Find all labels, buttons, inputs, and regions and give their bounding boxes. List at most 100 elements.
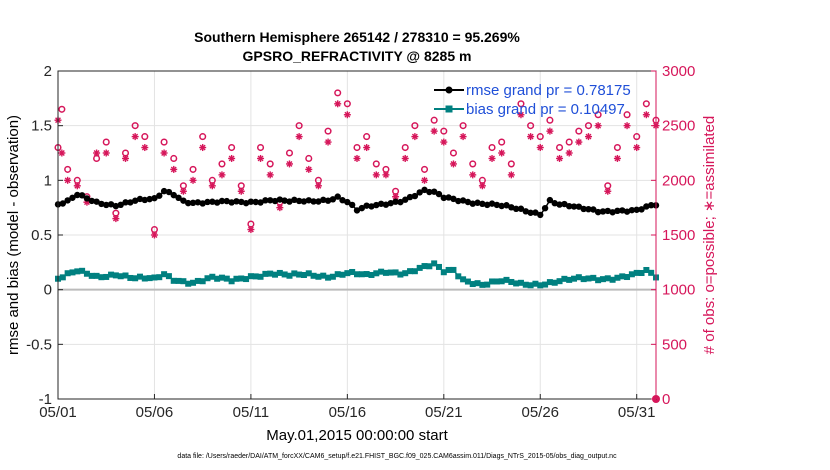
- assimilated-obs-point: [421, 176, 429, 184]
- bias-point: [469, 281, 476, 288]
- bias-point: [161, 271, 168, 278]
- possible-obs-point: [430, 116, 438, 124]
- rmse-point: [604, 207, 611, 215]
- assimilated-obs-point: [305, 165, 313, 173]
- rmse-point: [532, 209, 539, 216]
- rmse-point: [353, 207, 361, 214]
- rmse-point: [141, 196, 149, 204]
- asterisk-stroke: [498, 150, 505, 156]
- rmse-point: [194, 199, 202, 206]
- asterisk-stroke: [585, 133, 592, 140]
- bias-point: [624, 274, 631, 281]
- assimilated-obs-point: [208, 182, 216, 190]
- asterisk-stroke: [296, 133, 303, 140]
- bias-point: [373, 270, 380, 277]
- bias-point: [368, 271, 375, 278]
- possible-obs-point: [363, 133, 371, 141]
- assimilated-obs-point: [122, 154, 130, 162]
- possible-obs-point: [546, 116, 554, 124]
- rmse-point: [493, 201, 501, 209]
- bias-point: [83, 270, 90, 277]
- rmse-point: [488, 200, 496, 207]
- possible-obs-point: [401, 143, 409, 152]
- bias-point: [542, 281, 549, 288]
- assimilated-obs-point: [363, 144, 371, 152]
- bias-point: [136, 273, 143, 280]
- rmse-point: [180, 197, 187, 204]
- bias-point: [165, 273, 172, 280]
- asterisk-stroke: [392, 193, 399, 200]
- bias-point: [151, 274, 158, 281]
- rmse-point: [339, 197, 346, 204]
- rmse-point: [146, 195, 153, 203]
- possible-obs-point: [372, 160, 380, 168]
- assimilated-obs-point: [189, 176, 197, 184]
- bias-point: [199, 278, 206, 285]
- bias-point: [218, 274, 225, 281]
- bias-point: [74, 268, 81, 275]
- bias-point: [387, 269, 394, 276]
- asterisk-stroke: [64, 177, 71, 184]
- bias-point: [64, 270, 71, 277]
- rmse-point: [64, 197, 71, 204]
- rmse-point: [575, 203, 583, 210]
- rmse-point: [421, 186, 428, 194]
- rmse-point: [430, 188, 438, 195]
- bias-point: [190, 279, 197, 286]
- possible-obs-point: [642, 100, 650, 108]
- rmse-point: [98, 200, 105, 208]
- asterisk-stroke: [614, 155, 621, 162]
- assimilated-obs-point: [527, 133, 535, 141]
- assimilated-obs-point: [613, 154, 621, 162]
- rmse-point: [623, 208, 631, 215]
- x-tick-label: 05/11: [233, 404, 269, 421]
- bias-point: [286, 272, 293, 279]
- asterisk-stroke: [633, 144, 640, 151]
- legend-rmse-label: rmse grand pr = 0.78175: [466, 82, 631, 99]
- assimilated-obs-point: [314, 182, 322, 190]
- assimilated-obs-point: [228, 154, 236, 162]
- bias-point: [223, 275, 230, 282]
- rmse-point: [320, 196, 327, 204]
- possible-obs-point: [343, 100, 351, 108]
- bias-point: [59, 274, 66, 281]
- bias-point: [305, 270, 312, 277]
- rmse-point: [585, 205, 592, 213]
- asterisk-stroke: [276, 204, 283, 211]
- possible-obs-point: [334, 89, 342, 97]
- rmse-point: [416, 189, 423, 196]
- assimilated-obs-point: [517, 111, 525, 119]
- assimilated-obs-point: [594, 122, 602, 130]
- assimilated-obs-point: [372, 171, 380, 179]
- rmse-point: [570, 203, 578, 210]
- rmse-point: [78, 192, 86, 199]
- assimilated-obs-point: [179, 187, 187, 195]
- bias-point: [498, 278, 505, 285]
- rmse-point: [556, 201, 563, 208]
- asterisk-stroke: [58, 150, 65, 156]
- possible-obs-point: [633, 133, 641, 141]
- rmse-point: [112, 202, 120, 210]
- asterisk-stroke: [344, 111, 351, 118]
- bias-point: [392, 269, 399, 276]
- assimilated-obs-point: [112, 215, 120, 223]
- bias-point: [614, 274, 621, 281]
- rmse-point: [233, 198, 240, 205]
- rmse-point: [305, 197, 312, 204]
- bias-point: [354, 271, 360, 278]
- rmse-point: [368, 203, 375, 210]
- rmse-point: [484, 201, 491, 209]
- asterisk-stroke: [141, 144, 148, 151]
- rmse-point: [107, 201, 115, 208]
- possible-obs-point: [584, 122, 593, 130]
- possible-obs-point: [411, 122, 419, 130]
- rmse-point: [334, 193, 341, 200]
- rmse-point: [402, 196, 409, 203]
- rmse-point: [373, 201, 380, 209]
- rmse-point: [426, 188, 433, 196]
- rmse-point: [580, 205, 587, 213]
- rmse-point: [599, 208, 607, 215]
- assimilated-obs-point: [247, 226, 255, 234]
- possible-obs-point: [131, 122, 139, 130]
- possible-obs-point: [266, 160, 274, 168]
